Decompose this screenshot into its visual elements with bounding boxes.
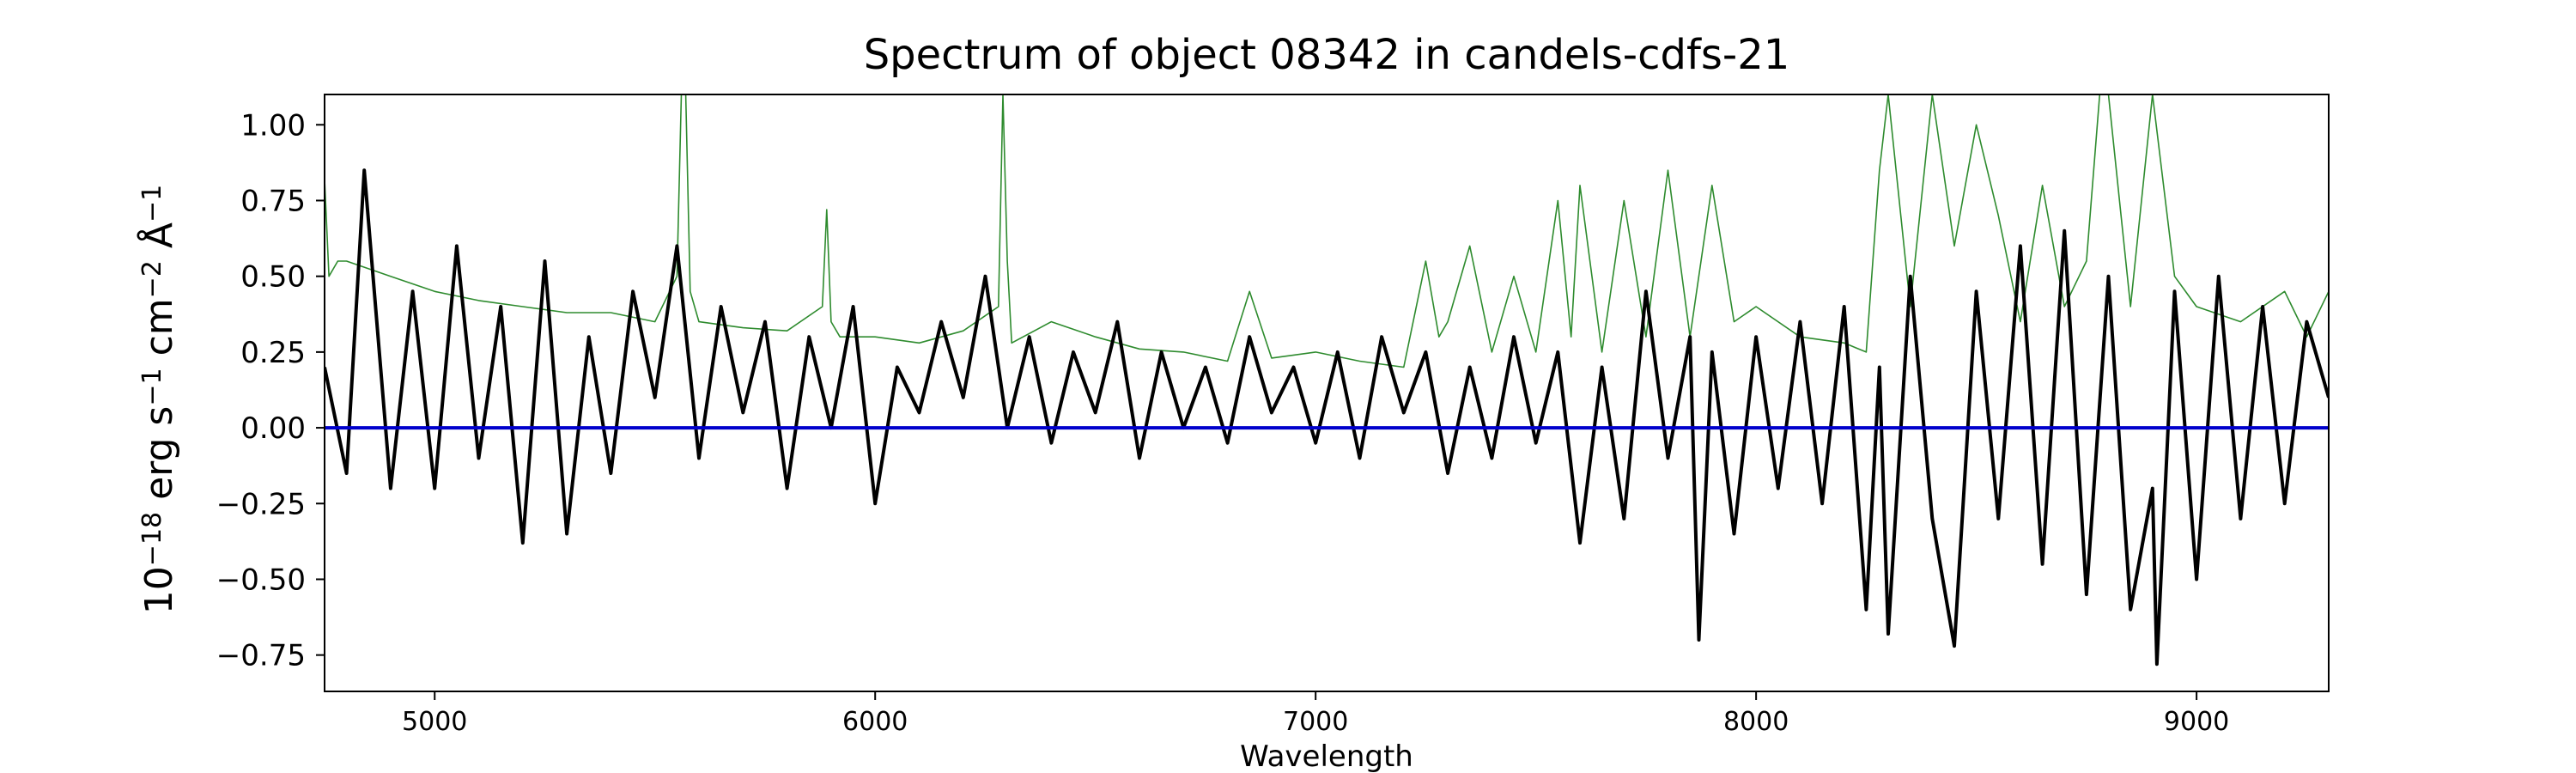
chart-title: Spectrum of object 08342 in candels-cdfs… xyxy=(864,31,1790,79)
y-label-exponent: −1 xyxy=(137,368,167,405)
x-tick-label: 7000 xyxy=(1283,707,1348,737)
series-line-0 xyxy=(325,168,2329,666)
x-tick-label: 5000 xyxy=(402,707,467,737)
x-axis-label: Wavelength xyxy=(1240,740,1413,773)
y-label-text: 10 xyxy=(137,566,181,614)
y-label-text: cm xyxy=(137,298,181,368)
y-tick-label: −0.25 xyxy=(216,487,306,521)
y-tick-label: 0.50 xyxy=(240,260,306,295)
y-tick-label: 0.00 xyxy=(240,411,306,446)
y-tick-label: −0.75 xyxy=(216,639,306,673)
y-tick-label: 1.00 xyxy=(240,108,306,143)
y-tick-label: 0.75 xyxy=(240,184,306,218)
y-axis-label-group: 10−18 erg s−1 cm−2 Å−1 xyxy=(136,185,181,614)
y-axis-label: 10−18 erg s−1 cm−2 Å−1 xyxy=(136,185,181,614)
x-tick-label: 9000 xyxy=(2164,707,2229,737)
x-tick-label: 6000 xyxy=(842,707,908,737)
y-tick-label: −0.50 xyxy=(216,563,306,597)
y-label-text: Å xyxy=(136,222,181,260)
plot-frame xyxy=(324,94,2330,692)
plot-series-layer xyxy=(325,94,2329,666)
y-tick-label: 0.25 xyxy=(240,336,306,370)
y-label-exponent: −1 xyxy=(137,185,167,222)
y-label-text: erg s xyxy=(137,406,181,512)
series-line-1 xyxy=(325,94,2329,368)
x-tick-label: 8000 xyxy=(1723,707,1789,737)
y-label-exponent: −2 xyxy=(137,260,167,298)
ticks-layer: 5000 6000 7000 8000 9000 1.00 0.75 0.50 0.25 0.00… xyxy=(216,108,2229,737)
y-label-exponent: −18 xyxy=(137,512,167,566)
